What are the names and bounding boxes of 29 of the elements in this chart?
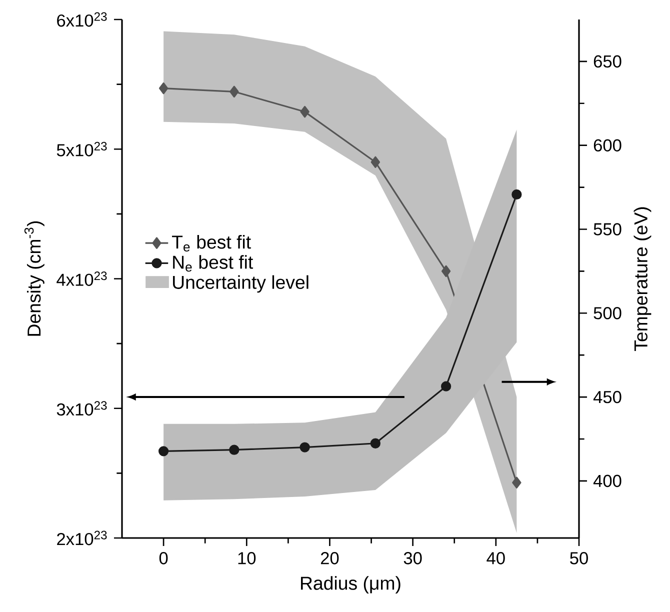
point	[230, 86, 239, 98]
x-tick-label: 0	[159, 552, 168, 564]
point	[441, 265, 451, 278]
x-tick-label: 30	[404, 552, 422, 564]
legend-label: T$_{e}$ best fit	[172, 235, 251, 252]
point	[158, 82, 168, 94]
legend-label: N$_{e}$ best fit	[173, 255, 254, 272]
x-tick-label: 50	[570, 552, 588, 564]
x-tick-label: 40	[486, 552, 505, 564]
y-axis-title: Density (cm$^{-3}$)	[24, 221, 44, 336]
y2-tick-label: 400	[593, 474, 622, 488]
y-tick-label: 2x10$^{23}$	[57, 530, 107, 546]
y-tick-label: 6x10$^{23}$	[57, 12, 107, 27]
point	[512, 476, 522, 488]
y2-tick-label: 550	[594, 223, 622, 236]
x-tick-label: 10	[238, 552, 256, 564]
y2-tick-label: 450	[593, 390, 622, 404]
y2-tick-label: 600	[594, 139, 622, 152]
y-tick-label: 5x10$^{23}$	[56, 142, 107, 156]
point	[370, 156, 380, 168]
y2-tick-label: 650	[594, 55, 622, 68]
y2-tick-label: 500	[594, 307, 622, 320]
x-tick-label: 20	[320, 552, 339, 564]
annotation: Uncertainty level	[173, 275, 308, 293]
x-axis-title: Radius (μm)	[301, 576, 400, 594]
y2-axis-title: Temperature (eV)	[634, 207, 652, 351]
point	[300, 106, 310, 118]
y-tick-label: 3x10$^{23}$	[56, 401, 107, 416]
y-tick-label: 4x10$^{23}$	[56, 272, 107, 286]
